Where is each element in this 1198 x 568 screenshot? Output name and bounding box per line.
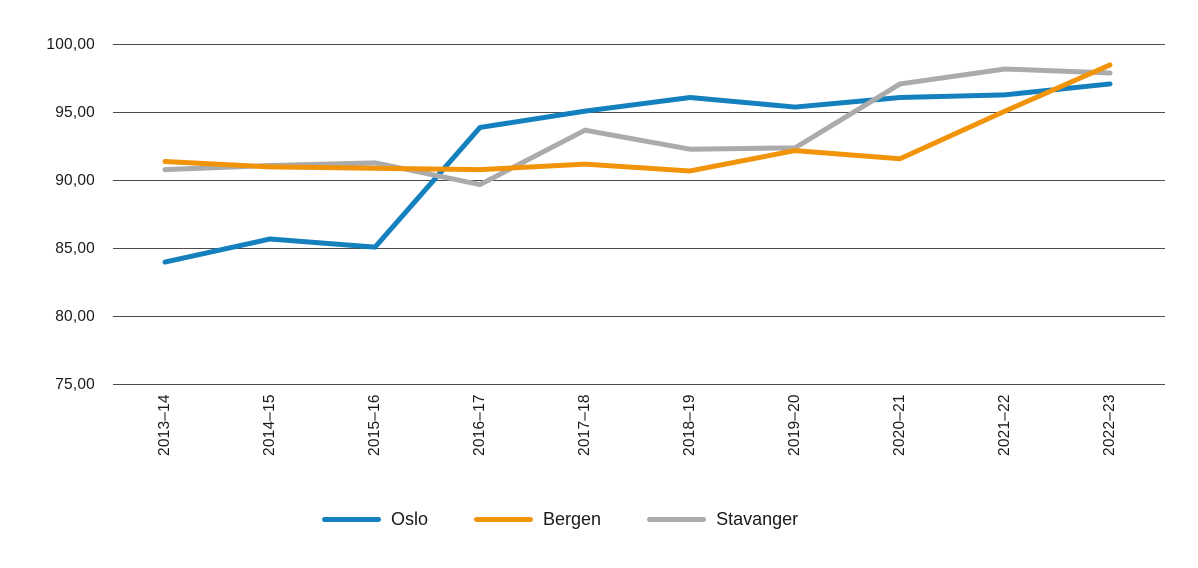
x-tick-label: 2016–17 (471, 394, 488, 456)
legend-item-stavanger: Stavanger (647, 508, 798, 530)
series-line-oslo (162, 81, 1113, 265)
legend-label-stavanger: Stavanger (716, 509, 799, 529)
x-tick-label: 2015–16 (366, 394, 383, 456)
x-tick-label: 2017–18 (576, 394, 593, 456)
y-tick-label: 80,00 (55, 307, 95, 325)
legend-swatch-stavanger (647, 516, 707, 522)
legend-label-bergen: Bergen (543, 509, 602, 529)
legend-item-bergen: Bergen (474, 508, 601, 530)
y-tick-label: 85,00 (55, 239, 95, 257)
y-tick-label: 95,00 (55, 103, 95, 121)
legend: Oslo Bergen Stavanger (322, 508, 798, 530)
legend-label-oslo: Oslo (391, 509, 429, 529)
series-line-bergen (162, 62, 1113, 174)
y-tick-label: 75,00 (55, 375, 95, 393)
legend-item-oslo: Oslo (322, 508, 428, 530)
legend-swatch-oslo (322, 516, 381, 522)
y-tick-label: 90,00 (55, 171, 95, 189)
legend-swatch-bergen (474, 516, 534, 522)
x-tick-label: 2019–20 (786, 394, 803, 456)
series-line-stavanger (162, 66, 1113, 188)
x-tick-label: 2020–21 (891, 394, 908, 456)
y-tick-label: 100,00 (46, 35, 95, 53)
x-tick-label: 2021–22 (996, 394, 1013, 456)
x-tick-label: 2018–19 (681, 394, 698, 456)
x-tick-label: 2014–15 (261, 394, 278, 456)
x-tick-label: 2022–23 (1101, 394, 1118, 456)
x-tick-label: 2013–14 (156, 394, 173, 456)
